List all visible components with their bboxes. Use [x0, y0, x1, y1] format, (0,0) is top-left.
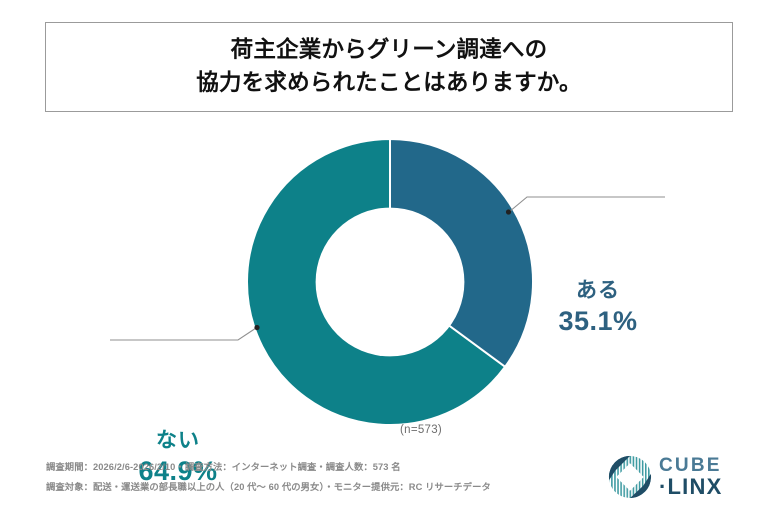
cube-linx-logo-icon	[608, 455, 652, 499]
slice-label-nai: ない 64.9%	[108, 429, 248, 487]
logo-word-linx: ·LINX	[659, 473, 723, 499]
donut-slice-aru[interactable]	[389, 137, 534, 369]
leader-line-nai	[110, 327, 257, 341]
slice-label-aru-name: ある	[576, 279, 620, 302]
cube-linx-logo[interactable]: CUBE ·LINX	[608, 452, 748, 502]
slice-label-nai-value: 64.9%	[138, 456, 218, 487]
logo-word-cube: CUBE	[659, 454, 722, 476]
donut-chart: ある 35.1% ない 64.9%	[0, 118, 780, 485]
slice-label-aru-value: 35.1%	[558, 306, 638, 337]
survey-footnote-line-2: 調査対象：配送・運送業の部長職以上の人（20 代〜 60 代の男女）・モニター提…	[46, 481, 491, 492]
title-box: 荷主企業からグリーン調達への 協力を求められたことはありますか。	[45, 22, 733, 112]
survey-footnote-line-1: 調査期間：2026/2/6-2026/2/10・調査方法：インターネット調査・調…	[46, 462, 401, 472]
donut-hole	[315, 207, 465, 357]
cube-linx-logo-text: CUBE ·LINX	[659, 454, 723, 499]
slice-label-aru: ある 35.1%	[533, 279, 663, 337]
survey-footnote: 調査期間：2026/2/6-2026/2/10・調査方法：インターネット調査・調…	[46, 458, 566, 497]
page-title: 荷主企業からグリーン調達への 協力を求められたことはありますか。	[196, 37, 582, 95]
donut-graphic	[246, 137, 534, 426]
sample-size-note: (n=573)	[400, 424, 443, 436]
slice-label-nai-name: ない	[156, 429, 200, 452]
